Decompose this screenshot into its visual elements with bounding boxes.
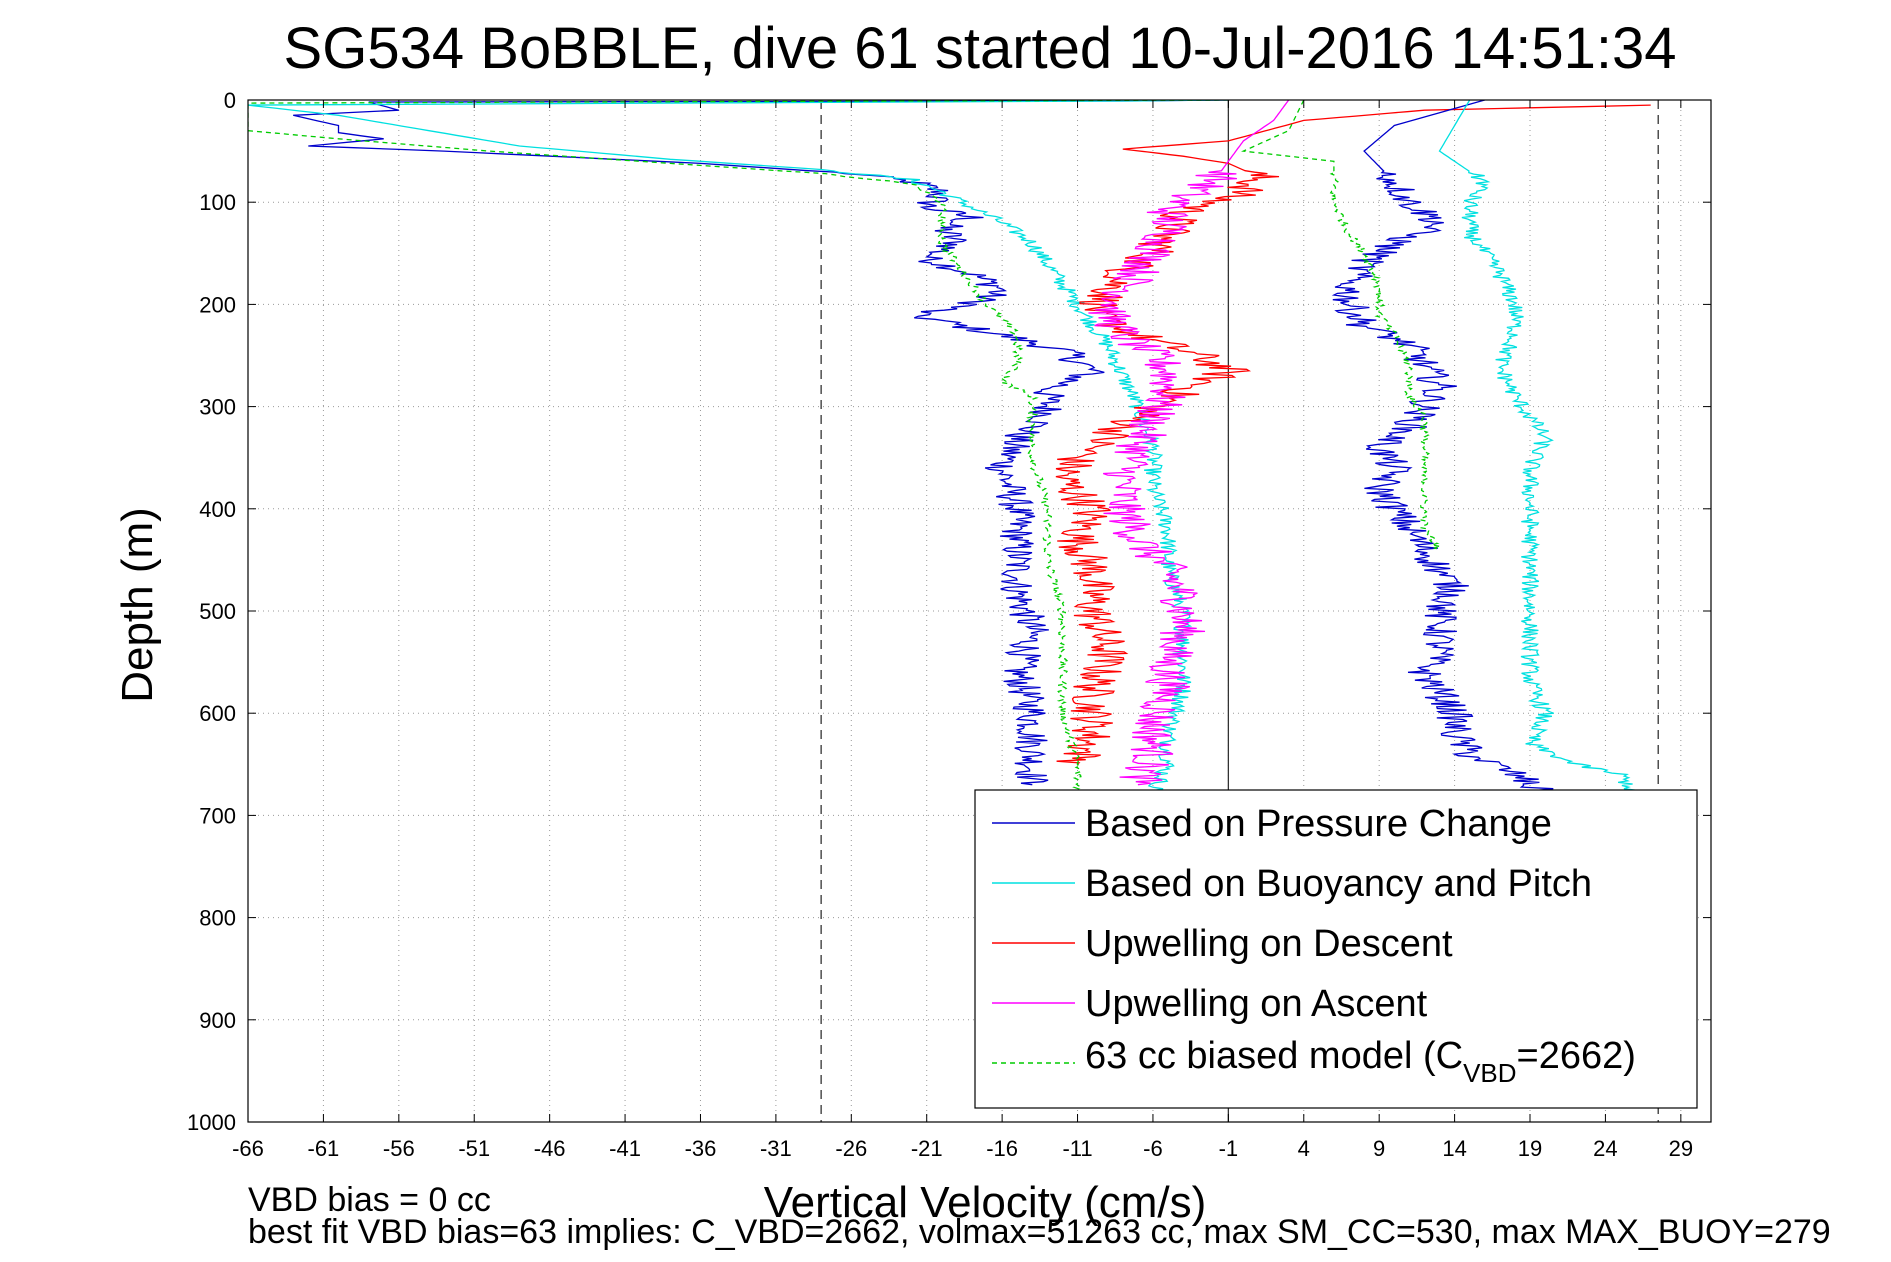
x-tick-label: 19 xyxy=(1518,1136,1542,1161)
y-tick-label: 300 xyxy=(199,395,236,420)
series-line-2 xyxy=(1055,104,1651,765)
series-lines xyxy=(248,100,1651,796)
x-tick-label: 24 xyxy=(1593,1136,1617,1161)
x-tick-label: -26 xyxy=(835,1136,867,1161)
x-tick-label: -66 xyxy=(232,1136,264,1161)
series-line-6 xyxy=(1438,100,1642,796)
legend-label-model: 63 cc biased model (CVBD=2662) xyxy=(1085,1035,1636,1088)
x-tick-label: -6 xyxy=(1143,1136,1163,1161)
x-tick-label: 4 xyxy=(1298,1136,1310,1161)
y-tick-label: 0 xyxy=(224,88,236,113)
legend-label-model-prefix: 63 cc biased model (C xyxy=(1085,1035,1463,1077)
y-tick-label: 100 xyxy=(199,190,236,215)
legend-label-model-subscript: VBD xyxy=(1463,1058,1516,1088)
legend-label-pressure: Based on Pressure Change xyxy=(1085,803,1552,845)
x-tick-label: -51 xyxy=(458,1136,490,1161)
x-tick-label: -61 xyxy=(308,1136,340,1161)
x-tick-label: 9 xyxy=(1373,1136,1385,1161)
legend-label-descent: Upwelling on Descent xyxy=(1085,923,1453,965)
x-tick-label: -21 xyxy=(911,1136,943,1161)
x-tick-label: -11 xyxy=(1062,1136,1092,1161)
chart-title: SG534 BoBBLE, dive 61 started 10-Jul-201… xyxy=(284,16,1677,81)
y-tick-label: 400 xyxy=(199,497,236,522)
y-axis: 0 100 200 300 400 500 600 700 800 900 1000 xyxy=(187,88,1711,1135)
x-tick-label: -16 xyxy=(986,1136,1018,1161)
y-tick-label: 200 xyxy=(199,292,236,317)
x-tick-label: -46 xyxy=(534,1136,566,1161)
x-tick-label: -36 xyxy=(685,1136,717,1161)
series-line-7 xyxy=(1241,100,1441,551)
y-tick-label: 900 xyxy=(199,1008,236,1033)
series-line-3 xyxy=(1088,100,1290,786)
y-tick-label: 600 xyxy=(199,701,236,726)
best-fit-note: best fit VBD bias=63 implies: C_VBD=2662… xyxy=(248,1213,1831,1251)
y-tick-label: 800 xyxy=(199,906,236,931)
legend-box xyxy=(974,789,1698,1109)
y-tick-label: 1000 xyxy=(187,1110,236,1135)
x-tick-label: 14 xyxy=(1442,1136,1466,1161)
legend-label-model-suffix: =2662) xyxy=(1517,1035,1636,1077)
vbd-bias-note: VBD bias = 0 cc xyxy=(248,1181,491,1219)
x-tick-label: -41 xyxy=(609,1136,641,1161)
legend-label-ascent: Upwelling on Ascent xyxy=(1085,983,1428,1025)
x-axis: -66 -61 -56 -51 -46 -41 -36 -31 -26 -21 -16 -11 -6 -1… xyxy=(232,100,1693,1161)
x-tick-label: -56 xyxy=(383,1136,415,1161)
y-tick-label: 500 xyxy=(199,599,236,624)
x-tick-label: -31 xyxy=(760,1136,792,1161)
legend-label-buoyancy: Based on Buoyancy and Pitch xyxy=(1085,863,1592,905)
series-line-5 xyxy=(1331,100,1554,796)
legend: Based on Pressure Change Based on Buoyan… xyxy=(974,789,1698,1109)
series-line-1 xyxy=(248,100,1229,796)
x-tick-label: 29 xyxy=(1669,1136,1693,1161)
x-axis-label: Vertical Velocity (cm/s) xyxy=(764,1178,1207,1227)
series-line-4 xyxy=(248,100,1229,796)
y-axis-label: Depth (m) xyxy=(113,507,162,703)
y-tick-label: 700 xyxy=(199,803,236,828)
x-tick-label: -1 xyxy=(1219,1136,1239,1161)
